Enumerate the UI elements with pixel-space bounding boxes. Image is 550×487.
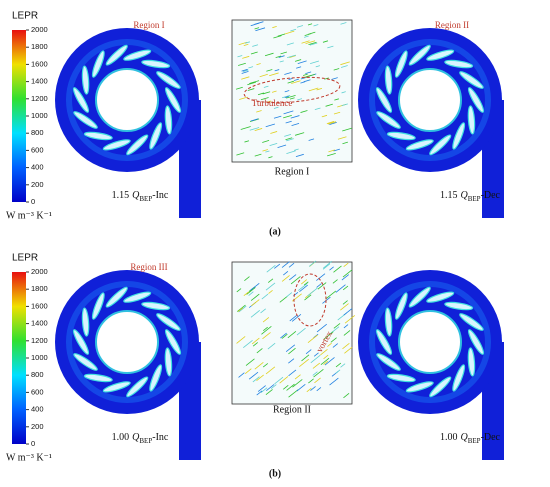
panel: LEPR 0 200 400 600 800 1000 1200 1400 1600 1800 200… <box>6 253 504 479</box>
inset-caption: Region II <box>273 404 311 415</box>
caption: 1.00 QBEP-Inc <box>112 432 169 444</box>
colorbar-unit: W m⁻³ K⁻¹ <box>6 210 52 221</box>
caption-symbol: Q <box>460 190 468 201</box>
colorbar-tick-label: 2000 <box>31 267 48 276</box>
colorbar-tick-label: 800 <box>31 370 44 379</box>
caption-subscript: BEP <box>139 437 152 445</box>
colorbar-unit: W m⁻³ K⁻¹ <box>6 452 52 463</box>
caption: 1.00 QBEP-Dec <box>440 432 501 444</box>
colorbar-tick-label: 800 <box>31 128 44 137</box>
colorbar-title: LEPR <box>12 11 38 22</box>
colorbar-tick-label: 1800 <box>31 42 48 51</box>
colorbar-tick-label: 1600 <box>31 301 48 310</box>
region-label: Region II <box>435 20 469 30</box>
colorbar-tick-label: 1400 <box>31 77 48 86</box>
colorbar-tick-label: 1200 <box>31 94 48 103</box>
panel-label: (a) <box>269 226 281 237</box>
colorbar-tick-label: 1200 <box>31 336 48 345</box>
inset-caption: Region I <box>275 166 310 177</box>
pump-contour: Region I <box>55 20 201 218</box>
inset-annotation: Turbulence <box>252 98 293 108</box>
caption-subscript: BEP <box>139 195 152 203</box>
colorbar-tick-label: 200 <box>31 180 44 189</box>
pump-contour: Region III <box>55 262 201 460</box>
caption-subscript: BEP <box>468 437 481 445</box>
colorbar-tick-label: 1600 <box>31 59 48 68</box>
panel-label: (b) <box>269 468 281 479</box>
pump-contour <box>358 270 504 460</box>
colorbar-tick-label: 0 <box>31 439 35 448</box>
colorbar-tick-label: 2000 <box>31 25 48 34</box>
colorbar-tick-label: 200 <box>31 422 44 431</box>
caption-flow: 1.15 <box>440 190 458 201</box>
caption-suffix: -Inc <box>152 190 169 201</box>
caption-symbol: Q <box>132 432 140 443</box>
caption-suffix: -Dec <box>481 432 501 443</box>
colorbar-title: LEPR <box>12 253 38 264</box>
colorbar-tick-label: 1800 <box>31 284 48 293</box>
colorbar-tick-label: 400 <box>31 163 44 172</box>
caption-suffix: -Dec <box>481 190 501 201</box>
colorbar-tick-label: 400 <box>31 405 44 414</box>
pump-contour: Region II <box>358 20 504 218</box>
caption-symbol: Q <box>460 432 468 443</box>
colorbar <box>12 30 26 202</box>
inset: Turbulence <box>231 19 353 163</box>
caption: 1.15 QBEP-Dec <box>440 190 501 202</box>
caption-flow: 1.00 <box>112 432 130 443</box>
colorbar-tick-label: 1400 <box>31 319 48 328</box>
caption-suffix: -Inc <box>152 432 169 443</box>
colorbar <box>12 272 26 444</box>
caption-flow: 1.00 <box>440 432 458 443</box>
region-label: Region III <box>130 262 167 272</box>
region-label: Region I <box>133 20 164 30</box>
caption-subscript: BEP <box>468 195 481 203</box>
colorbar-tick-label: 0 <box>31 197 35 206</box>
caption: 1.15 QBEP-Inc <box>112 190 169 202</box>
panel: LEPR 0 200 400 600 800 1000 1200 1400 1600 1800 200… <box>6 11 504 237</box>
colorbar-tick-label: 1000 <box>31 111 48 120</box>
colorbar-tick-label: 600 <box>31 387 44 396</box>
colorbar-tick-label: 1000 <box>31 353 48 362</box>
caption-symbol: Q <box>132 190 140 201</box>
caption-flow: 1.15 <box>112 190 130 201</box>
inset: vortex <box>231 260 356 405</box>
colorbar-tick-label: 600 <box>31 145 44 154</box>
